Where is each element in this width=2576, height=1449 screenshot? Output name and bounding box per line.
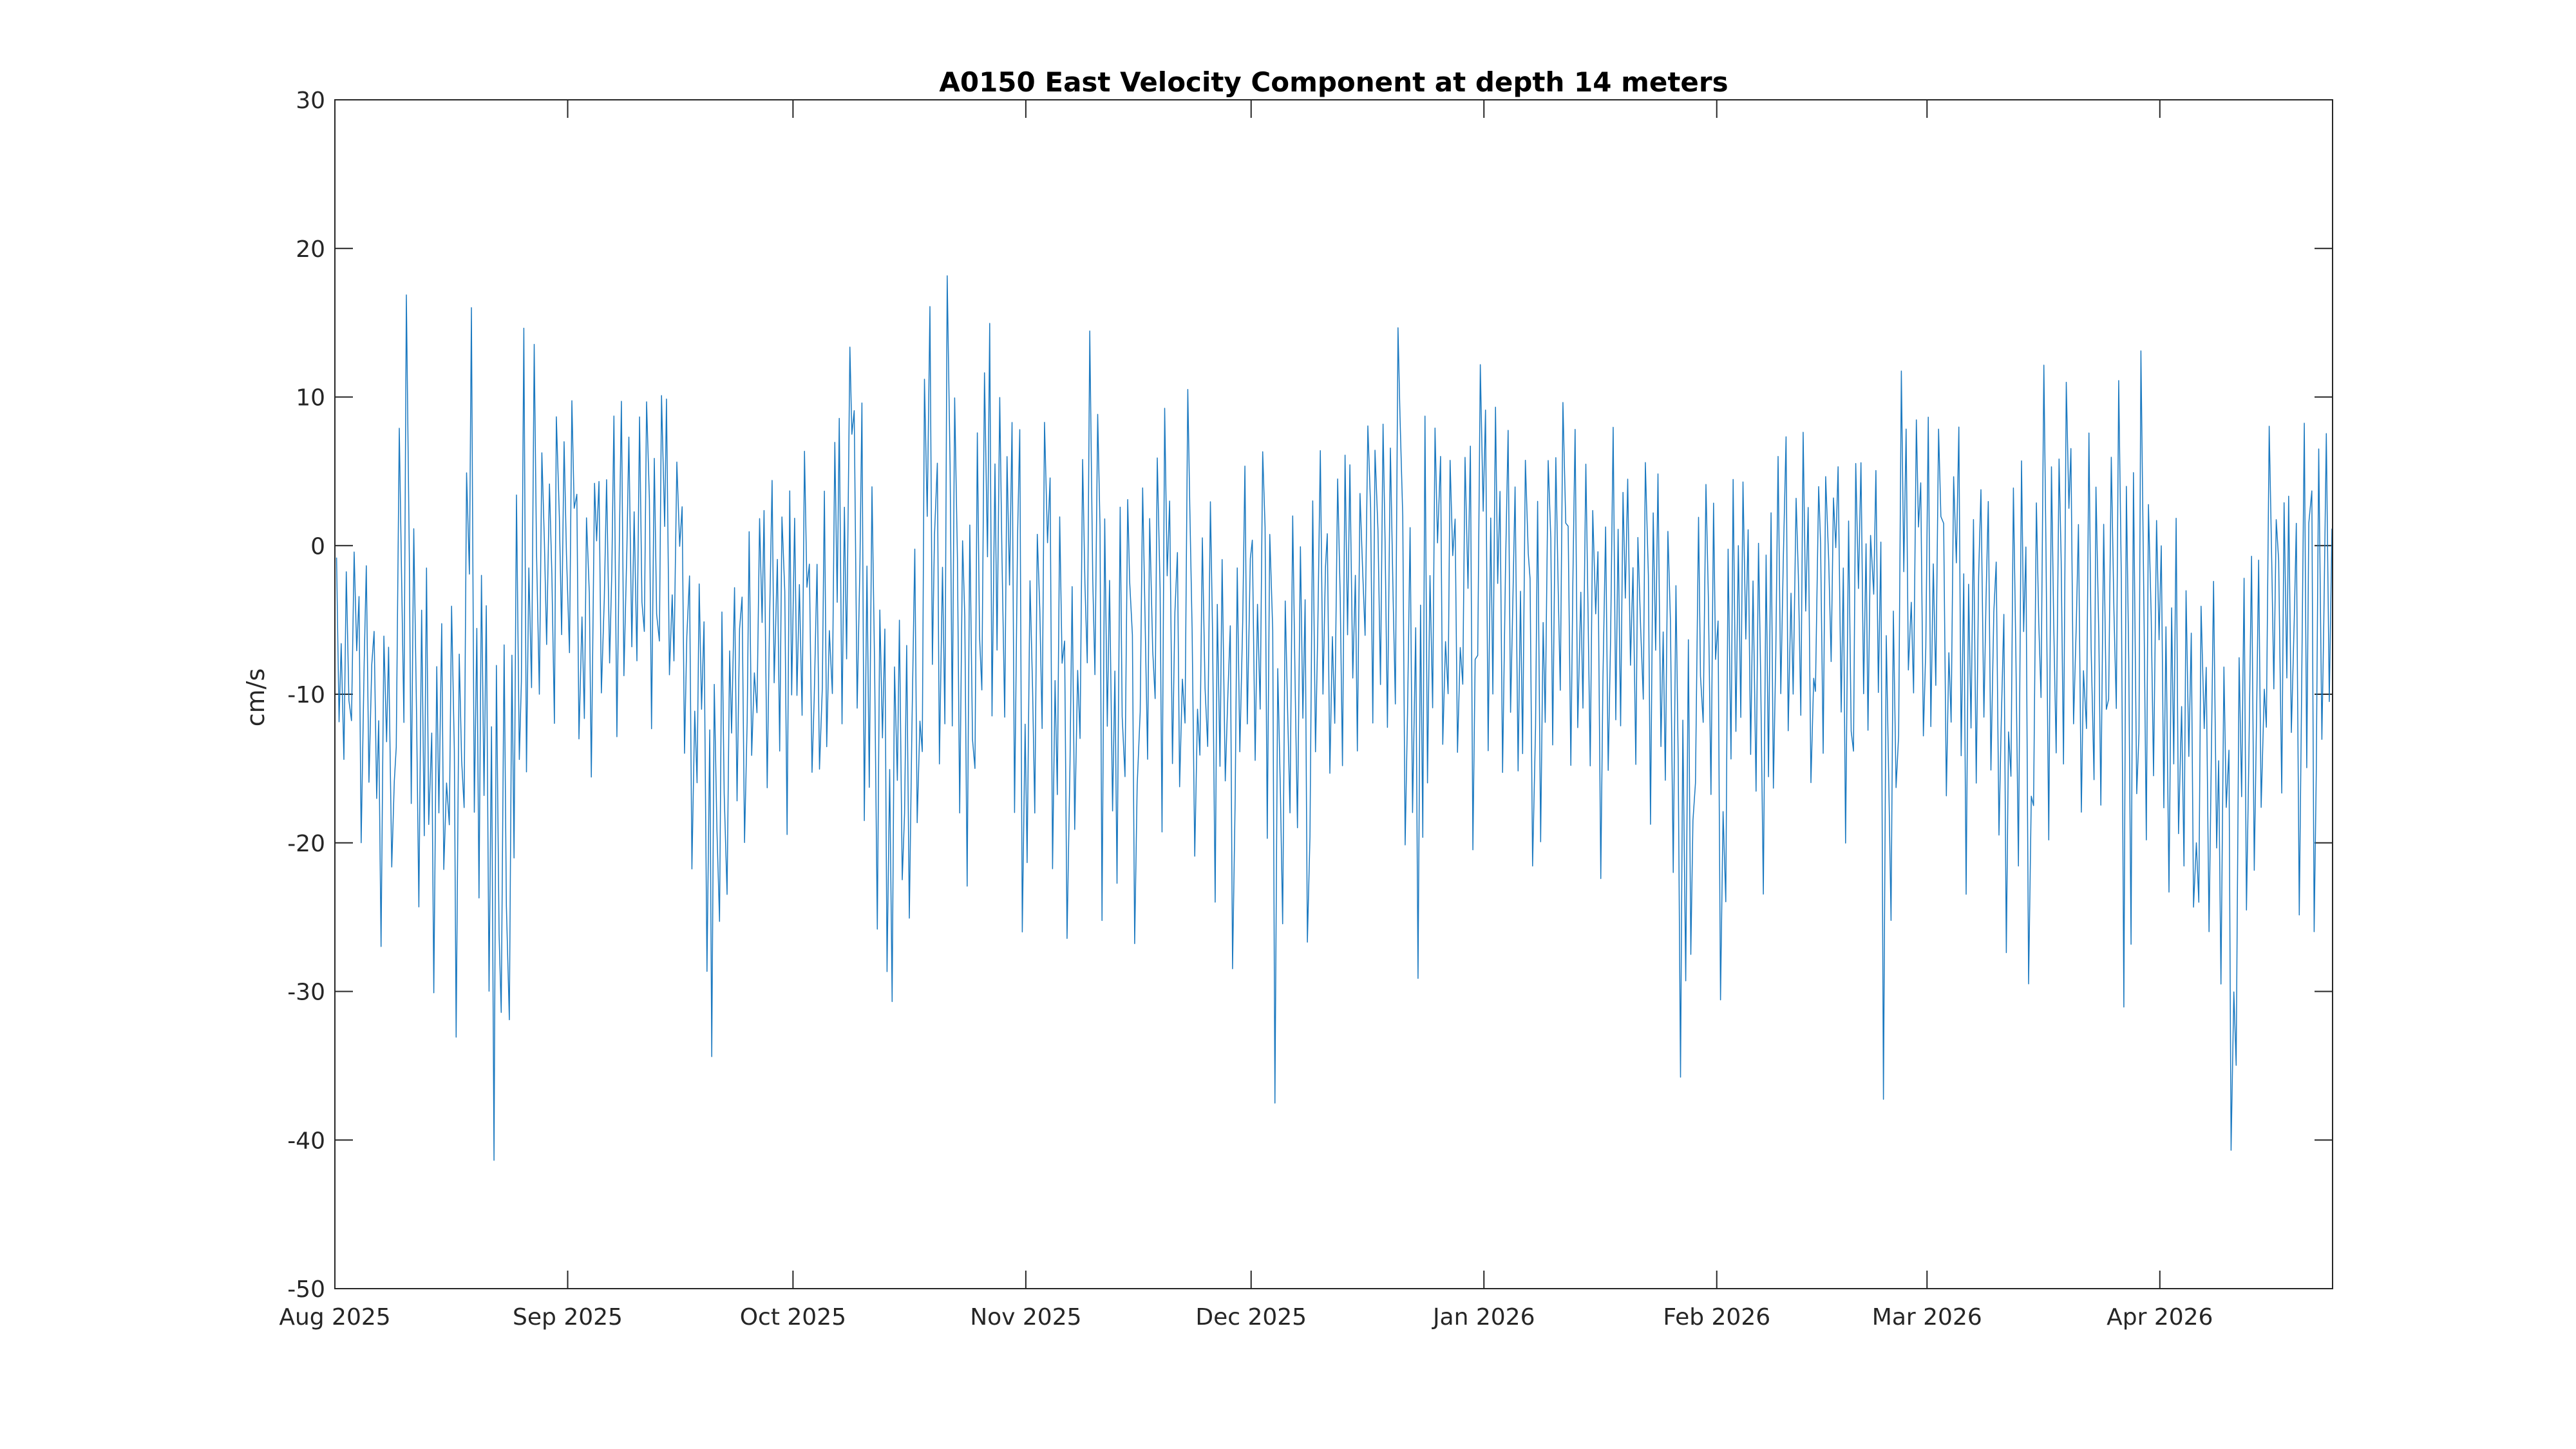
- y-tick-label: 30: [296, 88, 325, 114]
- x-tick-label: Nov 2025: [970, 1304, 1081, 1331]
- x-tick-label: Apr 2026: [2107, 1304, 2213, 1331]
- x-tick-label: Aug 2025: [279, 1304, 390, 1331]
- plot-border: [334, 99, 2333, 1289]
- y-axis-label: cm/s: [242, 668, 270, 727]
- x-tick-label: Jan 2026: [1432, 1304, 1535, 1331]
- y-tick-label: -40: [287, 1128, 325, 1154]
- y-tick-label: -10: [287, 682, 325, 708]
- y-tick-label: -20: [287, 831, 325, 857]
- y-tick-label: 20: [296, 236, 325, 263]
- y-tick-label: -50: [287, 1276, 325, 1303]
- data-series-line: [336, 275, 2333, 1161]
- x-tick-label: Feb 2026: [1663, 1304, 1770, 1331]
- y-tick-label: 0: [310, 533, 325, 560]
- x-tick-label: Sep 2025: [513, 1304, 623, 1331]
- y-tick-label: 10: [296, 385, 325, 412]
- chart-title: A0150 East Velocity Component at depth 1…: [939, 66, 1728, 98]
- x-tick-label: Oct 2025: [740, 1304, 846, 1331]
- x-tick-label: Mar 2026: [1872, 1304, 1982, 1331]
- x-tick-label: Dec 2025: [1195, 1304, 1307, 1331]
- y-tick-label: -30: [287, 980, 325, 1006]
